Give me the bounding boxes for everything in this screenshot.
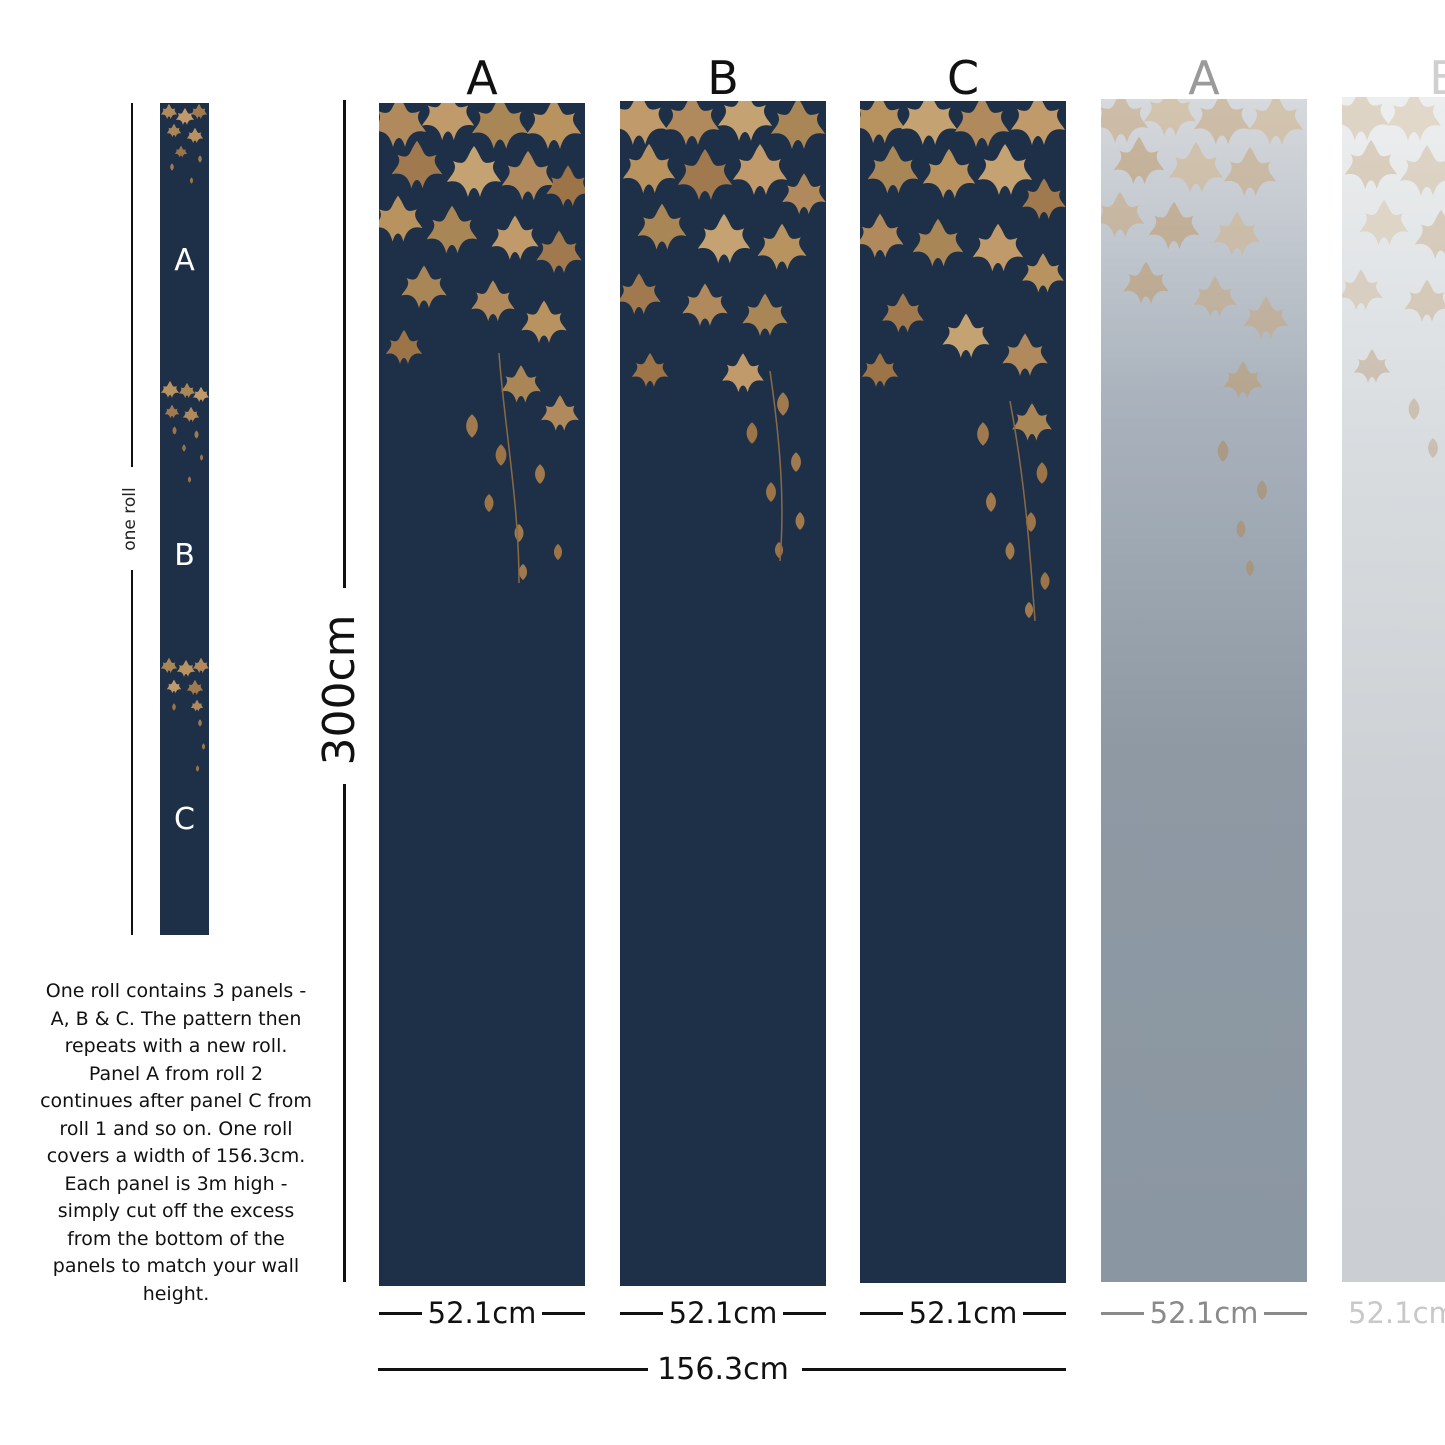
height-line-top xyxy=(343,100,346,588)
width-dimension-b-roll2: 52.1cm xyxy=(1342,1296,1445,1330)
roll-preview: A B C xyxy=(160,103,209,935)
foliage-a-roll2 xyxy=(1101,99,1303,577)
width-dimension-a-roll2: 52.1cm xyxy=(1101,1296,1308,1330)
foliage-b-roll2 xyxy=(1342,97,1445,458)
panel-letter-c: C xyxy=(946,51,980,105)
panel-letter-a: A xyxy=(466,51,498,105)
mini-panel-c: C xyxy=(160,657,209,935)
mini-foliage xyxy=(160,103,208,184)
dim-line xyxy=(1023,1311,1067,1315)
panel-letter-b-roll2: B xyxy=(1342,52,1445,104)
dim-line xyxy=(542,1311,586,1315)
panel-a-roll2 xyxy=(1101,99,1307,1282)
dim-line xyxy=(860,1311,903,1315)
panel-letter-b: B xyxy=(707,51,739,105)
roll-bracket-bottom xyxy=(131,570,133,935)
mini-label-c: C xyxy=(174,802,195,837)
width-label: 52.1cm xyxy=(1149,1296,1259,1330)
mini-foliage xyxy=(161,381,209,483)
width-dimension-c: 52.1cm xyxy=(860,1296,1067,1330)
dim-line xyxy=(379,1311,422,1315)
total-width-label: 156.3cm xyxy=(648,1350,798,1390)
description-text: One roll contains 3 panels - A, B & C. T… xyxy=(40,980,312,1305)
mini-panel-b: B xyxy=(160,380,209,657)
width-label: 52.1cm xyxy=(427,1296,537,1330)
panel-letter-a-roll2: A xyxy=(1188,51,1220,105)
dim-line xyxy=(1264,1311,1308,1315)
dim-line xyxy=(620,1311,663,1315)
mini-foliage xyxy=(160,657,209,772)
roll-bracket-top xyxy=(131,103,133,467)
foliage-a xyxy=(379,103,585,584)
dim-line xyxy=(378,1368,652,1371)
width-dimension-a: 52.1cm xyxy=(379,1296,586,1330)
mini-label-a: A xyxy=(174,243,195,278)
mini-panel-a: A xyxy=(160,103,209,380)
total-width-dimension: 156.3cm xyxy=(378,1350,1066,1390)
mini-label-b: B xyxy=(174,538,195,573)
one-roll-label: one roll xyxy=(119,479,141,559)
height-label: 300cm xyxy=(314,614,365,766)
foliage-c xyxy=(860,101,1066,622)
width-dimension-b: 52.1cm xyxy=(620,1296,827,1330)
width-label: 52.1cm xyxy=(1348,1296,1445,1330)
dim-line xyxy=(802,1368,1066,1371)
panel-b-roll2 xyxy=(1342,97,1445,1282)
panel-a xyxy=(379,103,585,1286)
dim-line xyxy=(1101,1311,1144,1315)
width-label: 52.1cm xyxy=(668,1296,778,1330)
panel-c xyxy=(860,101,1066,1283)
panel-b xyxy=(620,101,826,1286)
height-line-bottom xyxy=(343,784,346,1282)
width-label: 52.1cm xyxy=(908,1296,1018,1330)
dim-line xyxy=(783,1311,827,1315)
foliage-b xyxy=(620,101,826,562)
